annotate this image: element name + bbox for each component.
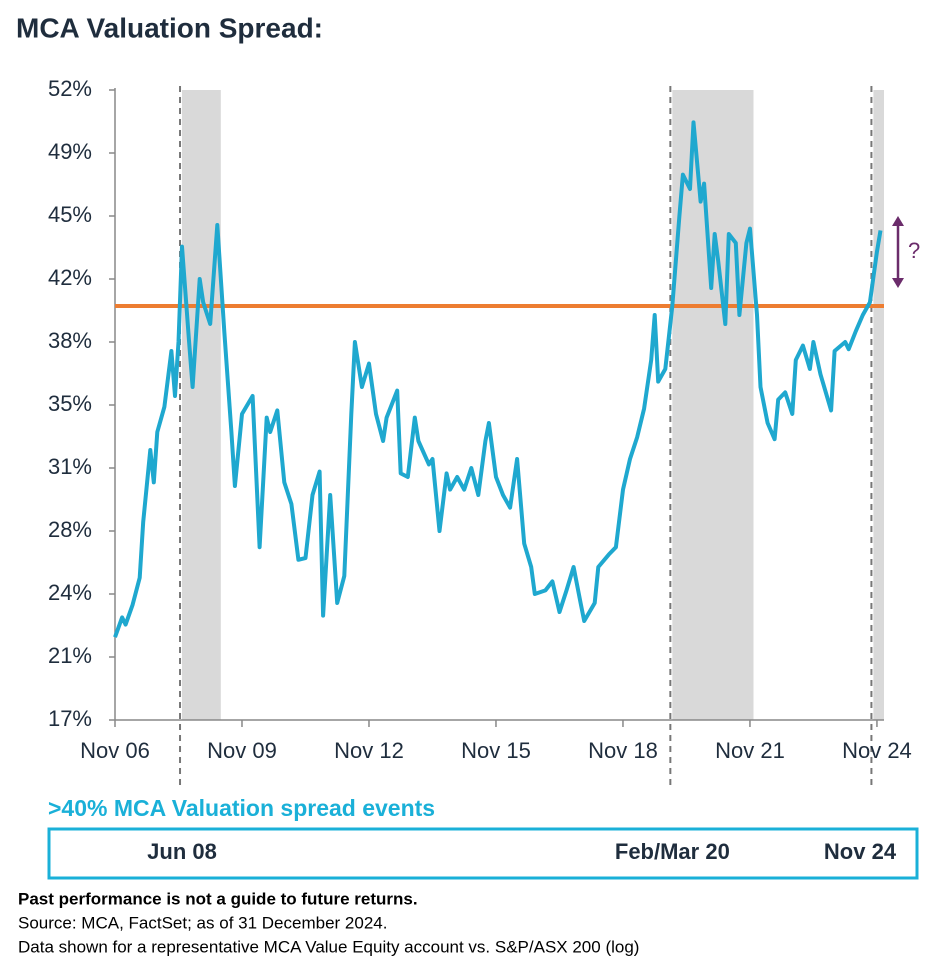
x-tick-label: Nov 15 (461, 738, 531, 763)
arrow-head (892, 278, 904, 288)
x-tick-label: Nov 21 (715, 738, 785, 763)
event-shade (672, 90, 754, 720)
x-tick-label: Nov 18 (588, 738, 658, 763)
y-tick-label: 45% (48, 202, 92, 227)
event-label: Nov 24 (824, 839, 897, 864)
y-tick-label: 35% (48, 391, 92, 416)
annotation-text: ? (908, 238, 920, 263)
event-shade (182, 90, 221, 720)
chart-title: MCA Valuation Spread: (16, 12, 323, 43)
x-tick-label: Nov 06 (80, 738, 150, 763)
y-tick-label: 28% (48, 517, 92, 542)
footnote: Data shown for a representative MCA Valu… (18, 937, 639, 956)
footnote: Past performance is not a guide to futur… (18, 889, 418, 908)
x-tick-label: Nov 12 (334, 738, 404, 763)
y-tick-label: 21% (48, 643, 92, 668)
y-tick-label: 52% (48, 76, 92, 101)
series-line (113, 120, 883, 638)
y-tick-label: 38% (48, 328, 92, 353)
x-tick-label: Nov 24 (842, 738, 912, 763)
arrow-head (892, 216, 904, 226)
y-tick-label: 49% (48, 139, 92, 164)
event-label: Feb/Mar 20 (615, 839, 730, 864)
x-tick-label: Nov 09 (207, 738, 277, 763)
y-tick-label: 42% (48, 265, 92, 290)
events-title: >40% MCA Valuation spread events (48, 795, 435, 821)
events-box (47, 827, 919, 880)
y-tick-label: 17% (48, 706, 92, 731)
event-shade (873, 90, 884, 720)
y-tick-label: 24% (48, 580, 92, 605)
event-label: Jun 08 (147, 839, 217, 864)
y-tick-label: 31% (48, 454, 92, 479)
footnote: Source: MCA, FactSet; as of 31 December … (18, 913, 387, 932)
